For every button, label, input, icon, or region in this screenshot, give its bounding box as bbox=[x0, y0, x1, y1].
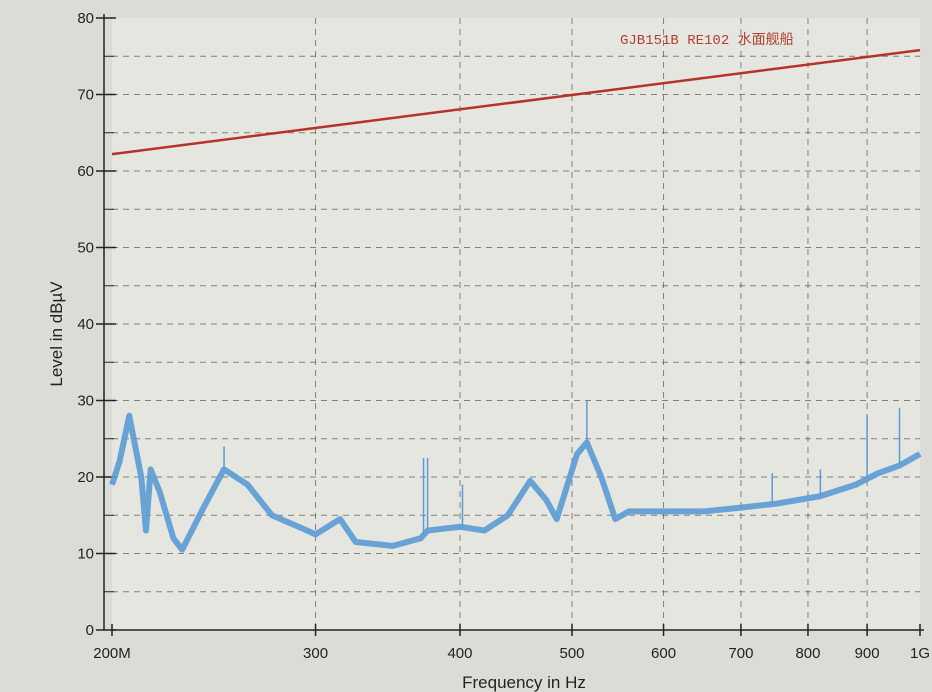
x-tick-label: 300 bbox=[303, 645, 328, 662]
y-tick-label: 0 bbox=[86, 622, 94, 639]
x-tick-label: 800 bbox=[795, 645, 820, 662]
x-tick-label: 1G bbox=[910, 645, 930, 662]
series-layer bbox=[109, 48, 922, 553]
y-tick-label: 70 bbox=[77, 87, 94, 104]
x-axis-label: Frequency in Hz bbox=[462, 673, 586, 692]
x-tick-label: 200M bbox=[93, 645, 131, 662]
limit-line bbox=[111, 48, 921, 156]
legend-limit-line: GJB151B RE102 水面舰船 bbox=[620, 32, 794, 49]
axes: 200M 300 400 500 600 700 800 900 1G 0 10 20 30 40 50 60… bbox=[77, 10, 930, 662]
y-tick-label: 20 bbox=[77, 469, 94, 486]
y-tick-label: 50 bbox=[77, 240, 94, 257]
y-tick-label: 60 bbox=[77, 163, 94, 180]
measured-trace bbox=[109, 412, 922, 553]
x-tick-label: 900 bbox=[855, 645, 880, 662]
x-tick-label: 400 bbox=[447, 645, 472, 662]
y-tick-label: 10 bbox=[77, 546, 94, 563]
x-tick-label: 500 bbox=[559, 645, 584, 662]
y-tick-label: 30 bbox=[77, 393, 94, 410]
x-tick-label: 700 bbox=[728, 645, 753, 662]
grid bbox=[112, 18, 920, 630]
y-tick-label: 40 bbox=[77, 316, 94, 333]
x-tick-label: 600 bbox=[651, 645, 676, 662]
y-axis-label: Level in dBµV bbox=[47, 281, 66, 387]
y-tick-label: 80 bbox=[77, 10, 94, 27]
